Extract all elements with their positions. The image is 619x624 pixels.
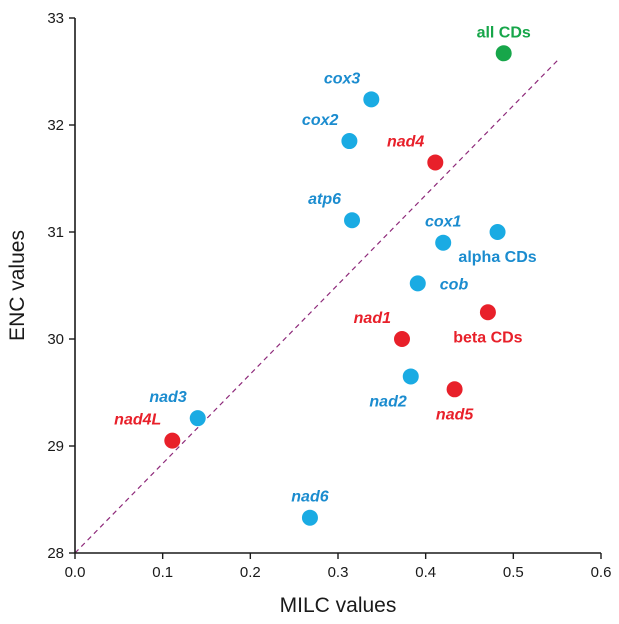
y-tick-label: 31 — [47, 224, 64, 241]
point-label-cox2: cox2 — [302, 112, 339, 129]
point-nad1 — [393, 331, 410, 347]
point-nad6 — [301, 509, 318, 526]
x-tick-label: 0.3 — [328, 564, 349, 581]
x-tick-label: 0.6 — [591, 564, 612, 581]
y-tick-label: 29 — [47, 438, 64, 455]
point-nad5 — [446, 381, 463, 398]
y-tick-label: 28 — [47, 545, 64, 562]
x-axis-ticks: 0.0 0.1 0.2 0.3 0.4 0.5 0.6 — [65, 553, 612, 581]
point-beta-cds — [479, 304, 496, 321]
point-label-nad4: nad4 — [387, 133, 424, 150]
point-label-beta-cds: beta CDs — [453, 329, 522, 346]
y-tick-label: 33 — [47, 10, 64, 27]
point-label-alpha-cds: alpha CDs — [458, 249, 536, 266]
y-tick-label: 32 — [47, 117, 64, 134]
x-tick-label: 0.2 — [240, 564, 261, 581]
y-axis-title: ENC values — [6, 230, 29, 341]
point-alpha-cds — [489, 224, 506, 240]
x-tick-label: 0.1 — [152, 564, 173, 581]
point-label-cob: cob — [440, 276, 469, 293]
y-tick-label: 30 — [47, 331, 64, 348]
x-tick-label: 0.5 — [503, 564, 524, 581]
point-cob — [409, 275, 426, 292]
point-label-nad5: nad5 — [436, 406, 474, 423]
point-cox2 — [341, 133, 358, 150]
point-label-all-cds: all CDs — [477, 24, 531, 41]
point-cox3 — [363, 91, 380, 108]
point-label-cox3: cox3 — [324, 70, 361, 87]
point-label-nad3: nad3 — [149, 389, 186, 406]
point-nad4 — [427, 154, 444, 171]
point-nad2 — [402, 368, 419, 385]
point-nad3 — [189, 410, 206, 427]
y-axis-ticks: 28 29 30 31 32 33 — [47, 10, 75, 562]
point-labels: all CDs cox3 cox2 nad4 atp6 cox1 alpha CDs cob b… — [114, 24, 537, 505]
x-axis-title: MILC values — [280, 594, 397, 617]
point-nad4l — [164, 432, 181, 449]
reference-diagonal-line — [74, 60, 558, 554]
x-tick-label: 0.4 — [415, 564, 436, 581]
x-tick-label: 0.0 — [65, 564, 86, 581]
point-cox1 — [435, 234, 452, 251]
point-label-nad6: nad6 — [291, 489, 328, 506]
point-atp6 — [344, 212, 361, 229]
point-label-atp6: atp6 — [308, 191, 341, 208]
point-label-nad1: nad1 — [354, 310, 391, 327]
point-label-cox1: cox1 — [425, 214, 462, 231]
point-all-cds — [495, 45, 512, 62]
data-points — [164, 45, 512, 526]
point-label-nad2: nad2 — [369, 393, 406, 410]
point-label-nad4l: nad4L — [114, 412, 161, 429]
